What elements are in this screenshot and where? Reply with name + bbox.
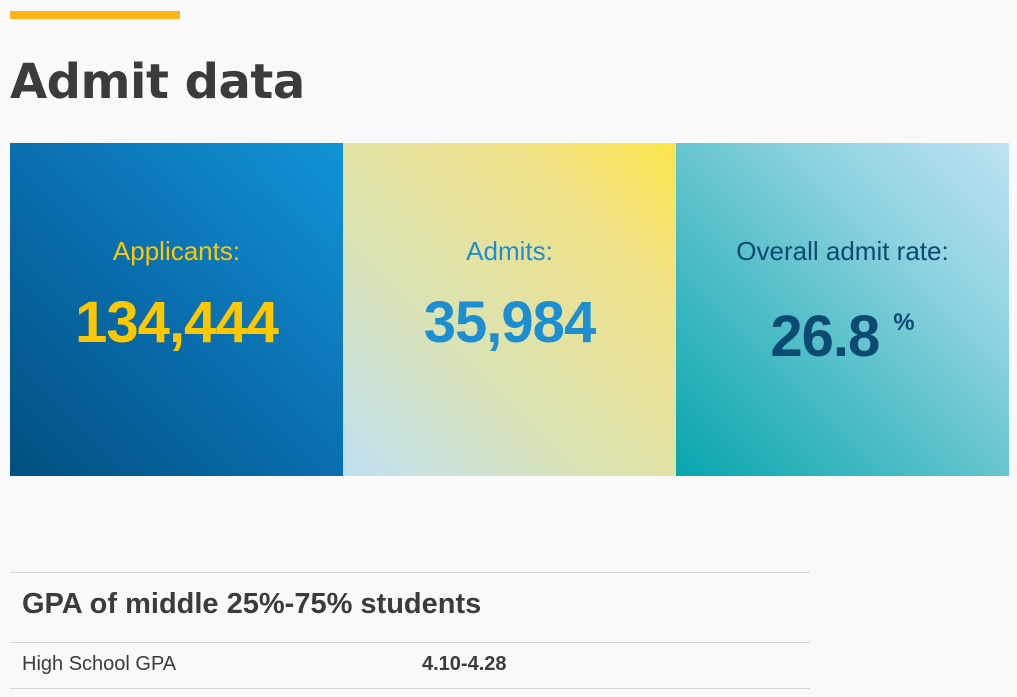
stat-admits-label: Admits: bbox=[466, 236, 553, 266]
stat-applicants-label: Applicants: bbox=[112, 236, 241, 266]
stat-admit-rate-number: 26.8 bbox=[770, 304, 880, 369]
gpa-table: GPA of middle 25%-75% students High Scho… bbox=[10, 572, 810, 689]
stat-admit-rate: Overall admit rate: 26.8% bbox=[676, 143, 1009, 476]
gpa-heading: GPA of middle 25%-75% students bbox=[10, 573, 810, 643]
stat-admit-rate-label: Overall admit rate: bbox=[736, 236, 949, 266]
gpa-row-label: High School GPA bbox=[22, 653, 177, 675]
stat-admits-number: 35,984 bbox=[423, 290, 596, 355]
gpa-row-high-school: High School GPA 4.10-4.28 bbox=[10, 643, 810, 689]
admit-stats: Applicants: 134,444 Admits: 35,984 Overa… bbox=[10, 143, 1009, 476]
accent-bar bbox=[10, 11, 180, 19]
stat-admit-rate-value: 26.8% bbox=[676, 289, 1009, 371]
stat-admits: Admits: 35,984 bbox=[343, 143, 676, 476]
page-title: Admit data bbox=[10, 54, 305, 110]
stat-applicants: Applicants: 134,444 bbox=[10, 143, 343, 476]
stat-applicants-value: 134,444 bbox=[10, 289, 343, 357]
stat-admit-rate-unit: % bbox=[893, 309, 915, 336]
gpa-row-value: 4.10-4.28 bbox=[422, 653, 507, 675]
stat-applicants-number: 134,444 bbox=[75, 290, 279, 355]
stat-admits-value: 35,984 bbox=[343, 289, 676, 357]
